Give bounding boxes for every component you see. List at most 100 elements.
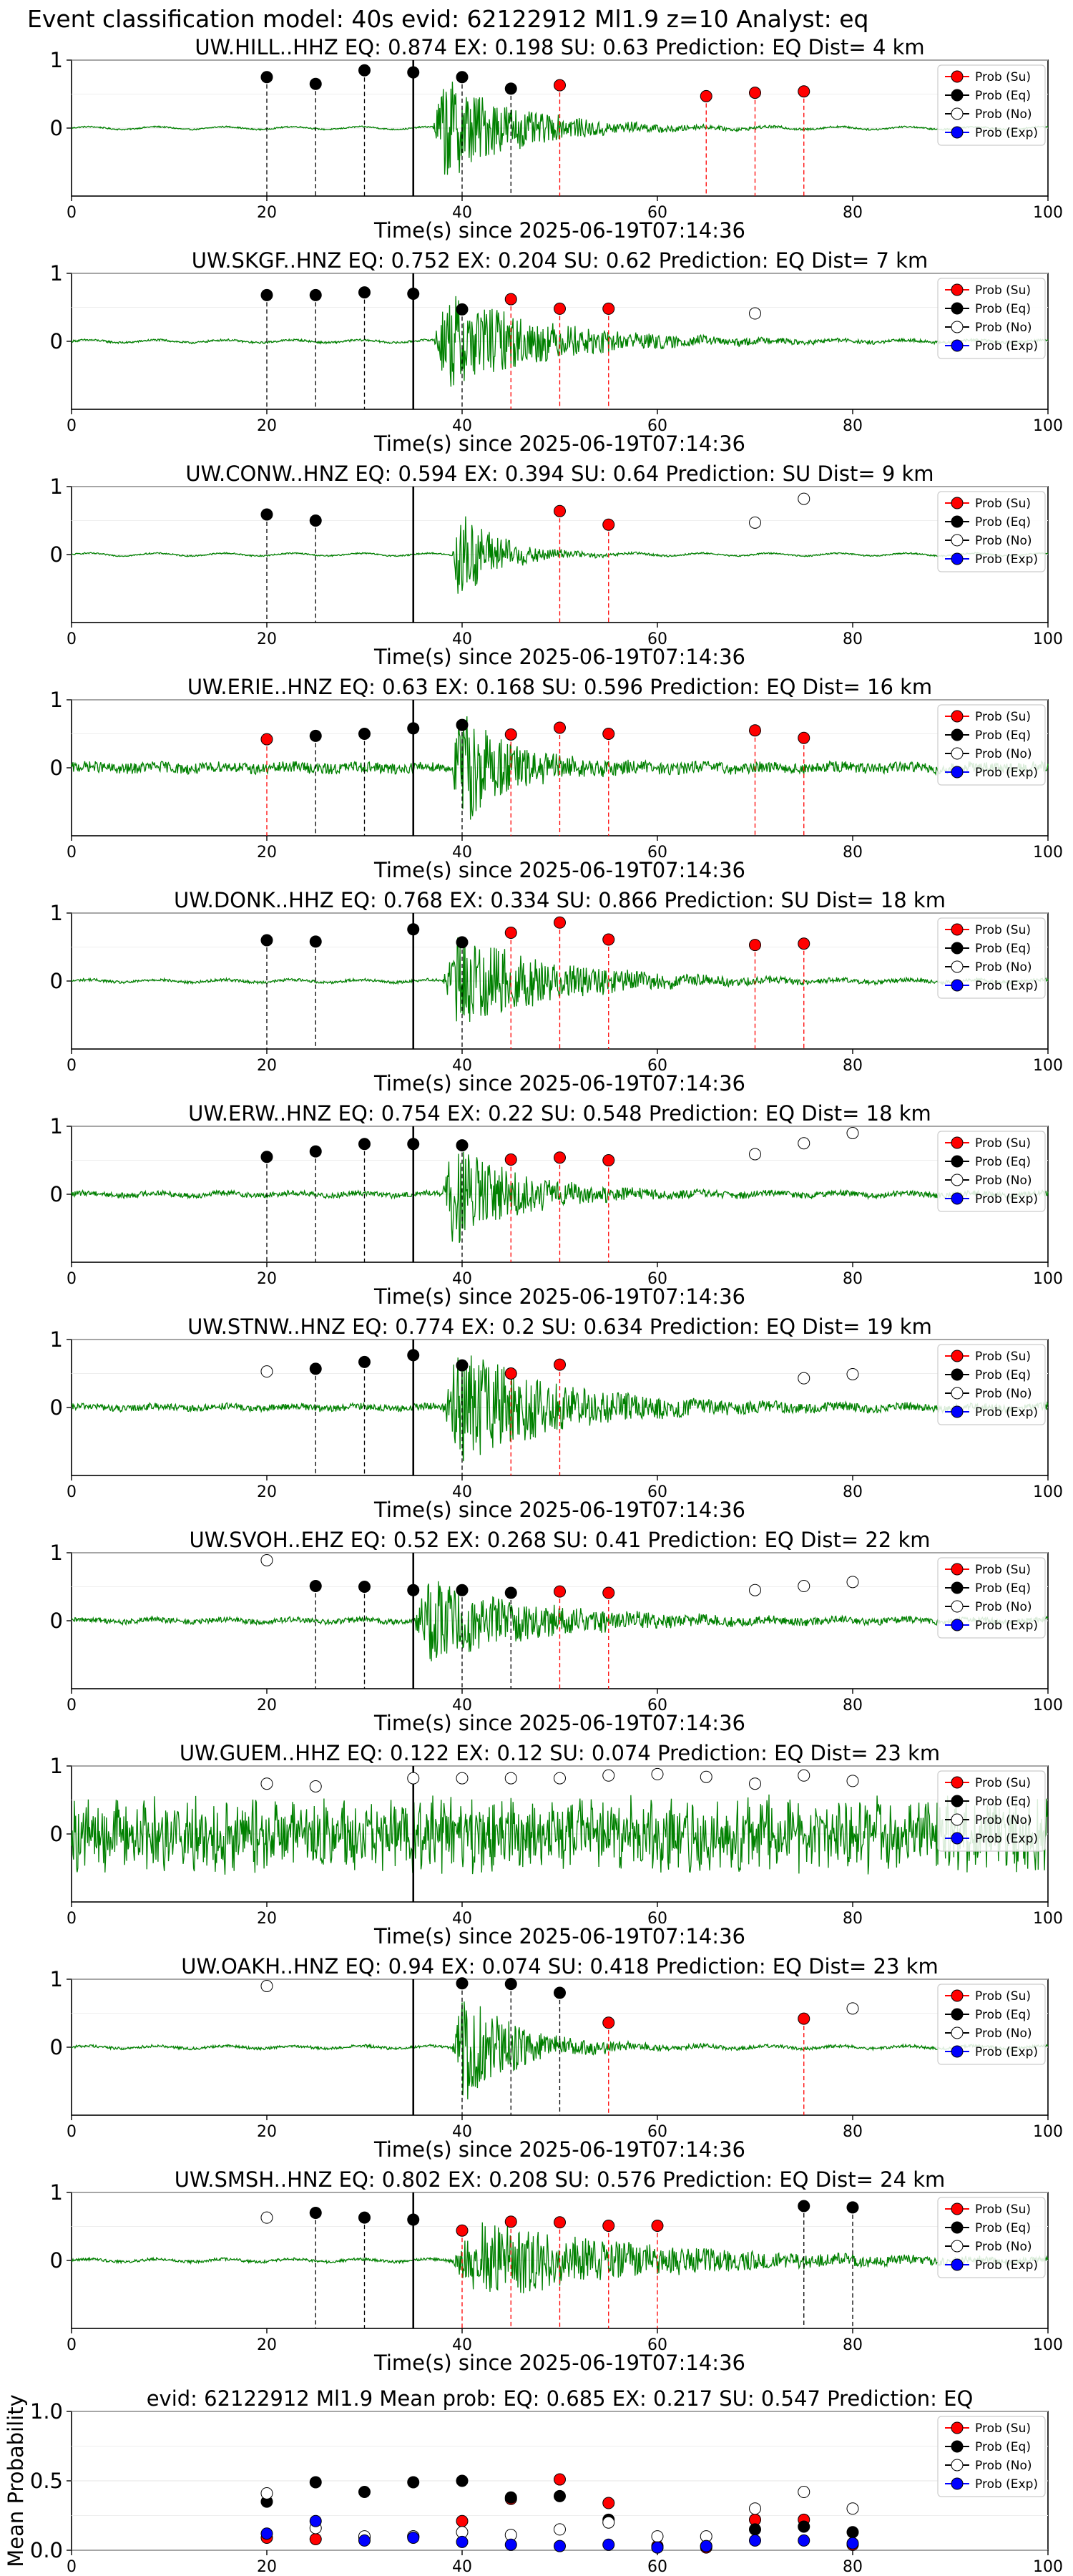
legend-box bbox=[937, 704, 1046, 786]
mean-point-no bbox=[749, 2502, 761, 2515]
x-tick-label: 0 bbox=[67, 204, 77, 222]
prob-point-no bbox=[749, 307, 761, 320]
x-tick-label: 40 bbox=[452, 630, 472, 648]
legend-label-no: Prob (No) bbox=[975, 321, 1032, 335]
legend-marker-su bbox=[951, 1563, 964, 1576]
x-tick-label: 0 bbox=[67, 1483, 77, 1501]
x-tick-label: 20 bbox=[257, 630, 277, 648]
y-tick-label: 1 bbox=[50, 261, 63, 286]
y-tick-label: 0 bbox=[50, 542, 63, 567]
x-tick-label: 80 bbox=[843, 1910, 863, 1928]
legend-marker-su bbox=[951, 2421, 964, 2434]
prob-point-su bbox=[749, 939, 761, 952]
panel-title: UW.SKGF..HNZ EQ: 0.752 EX: 0.204 SU: 0.6… bbox=[192, 248, 928, 273]
waveform-trace bbox=[71, 1151, 1049, 1243]
prob-point-no bbox=[798, 1769, 810, 1782]
y-tick-label: 1 bbox=[50, 1541, 63, 1565]
prob-point-su bbox=[602, 2016, 615, 2029]
legend-box bbox=[937, 1344, 1046, 1425]
legend-label-su: Prob (Su) bbox=[975, 1989, 1031, 2004]
x-tick-label: 20 bbox=[257, 204, 277, 222]
legend-box bbox=[937, 64, 1046, 146]
prob-point-eq bbox=[407, 1138, 420, 1151]
y-tick-label: 0.5 bbox=[30, 2469, 63, 2493]
y-tick-label: 1.0 bbox=[30, 2399, 63, 2424]
mean-point-no bbox=[846, 2502, 859, 2515]
legend-label-exp: Prob (Exp) bbox=[975, 552, 1038, 567]
legend-marker-exp bbox=[951, 766, 964, 779]
prob-point-eq bbox=[456, 718, 469, 731]
prob-point-su bbox=[504, 1153, 517, 1166]
prob-point-no bbox=[749, 1584, 761, 1596]
legend-marker-eq bbox=[951, 302, 964, 315]
x-tick-label: 20 bbox=[257, 2336, 277, 2354]
x-tick-label: 60 bbox=[647, 1483, 667, 1501]
mean-point-eq bbox=[554, 2489, 566, 2502]
prob-point-eq bbox=[260, 508, 273, 521]
x-tick-label: 20 bbox=[257, 1270, 277, 1288]
prob-point-eq bbox=[407, 722, 420, 735]
x-tick-label: 0 bbox=[67, 630, 77, 648]
legend-box bbox=[937, 2416, 1046, 2497]
y-tick-label: 0 bbox=[50, 756, 63, 780]
x-tick-label: 60 bbox=[647, 1270, 667, 1288]
prob-point-eq bbox=[309, 514, 322, 527]
legend-label-su: Prob (Su) bbox=[975, 497, 1031, 511]
y-tick-label: 1 bbox=[50, 48, 63, 72]
panel-2: UW.CONW..HNZ EQ: 0.594 EX: 0.394 SU: 0.6… bbox=[50, 462, 1063, 669]
legend-marker-eq bbox=[951, 2008, 964, 2021]
legend-label-no: Prob (No) bbox=[975, 107, 1032, 122]
panel-5: UW.ERW..HNZ EQ: 0.754 EX: 0.22 SU: 0.548… bbox=[50, 1101, 1063, 1309]
prob-point-su bbox=[602, 1586, 615, 1599]
prob-point-eq bbox=[358, 286, 371, 299]
legend-marker-exp bbox=[951, 1619, 964, 1631]
y-tick-label: 1 bbox=[50, 1754, 63, 1778]
prob-point-eq bbox=[554, 1986, 566, 1999]
mean-point-eq bbox=[407, 2476, 420, 2489]
panel-title: UW.ERIE..HNZ EQ: 0.63 EX: 0.168 SU: 0.59… bbox=[187, 675, 932, 699]
panel-8: UW.GUEM..HHZ EQ: 0.122 EX: 0.12 SU: 0.07… bbox=[50, 1741, 1063, 1948]
prob-point-no bbox=[846, 1775, 859, 1787]
prob-point-su bbox=[554, 79, 566, 92]
prob-point-no bbox=[846, 2002, 859, 2015]
prob-point-eq bbox=[456, 1139, 469, 1152]
prob-point-su bbox=[504, 927, 517, 940]
prob-point-no bbox=[846, 1127, 859, 1139]
mean-point-exp bbox=[309, 2514, 322, 2527]
legend-label-exp: Prob (Exp) bbox=[975, 1832, 1038, 1846]
legend-marker-no bbox=[951, 1174, 964, 1186]
panel-title: evid: 62122912 Ml1.9 Mean prob: EQ: 0.68… bbox=[147, 2386, 974, 2411]
prob-point-eq bbox=[456, 936, 469, 949]
mean-point-eq bbox=[846, 2526, 859, 2539]
x-tick-label: 100 bbox=[1033, 204, 1063, 222]
prob-point-eq bbox=[260, 71, 273, 84]
x-tick-label: 0 bbox=[67, 1910, 77, 1928]
x-tick-label: 60 bbox=[647, 1910, 667, 1928]
waveform-trace bbox=[71, 1581, 1049, 1662]
legend-label-eq: Prob (Eq) bbox=[975, 89, 1031, 103]
x-tick-label: 60 bbox=[647, 630, 667, 648]
x-tick-label: 0 bbox=[67, 2558, 77, 2576]
legend-marker-exp bbox=[951, 2477, 964, 2490]
legend-marker-eq bbox=[951, 2221, 964, 2234]
legend-label-eq: Prob (Eq) bbox=[975, 1581, 1031, 1596]
x-axis-label: Time(s) since 2025-06-19T07:14:36 bbox=[373, 1711, 745, 1735]
legend-marker-eq bbox=[951, 1155, 964, 1168]
mean-point-no bbox=[798, 2486, 810, 2499]
legend-box bbox=[937, 917, 1046, 999]
x-tick-label: 20 bbox=[257, 1057, 277, 1075]
prob-point-no bbox=[504, 1772, 517, 1785]
prob-point-eq bbox=[309, 935, 322, 948]
legend-label-no: Prob (No) bbox=[975, 960, 1032, 975]
legend-marker-eq bbox=[951, 1581, 964, 1594]
legend-label-exp: Prob (Exp) bbox=[975, 2045, 1038, 2059]
legend-marker-exp bbox=[951, 1192, 964, 1205]
prob-point-eq bbox=[309, 288, 322, 301]
mean-point-eq bbox=[749, 2523, 761, 2536]
legend-label-exp: Prob (Exp) bbox=[975, 766, 1038, 780]
x-tick-label: 80 bbox=[843, 844, 863, 862]
panel-6: UW.STNW..HNZ EQ: 0.774 EX: 0.2 SU: 0.634… bbox=[50, 1314, 1063, 1522]
x-tick-label: 20 bbox=[257, 417, 277, 435]
legend-marker-exp bbox=[951, 2258, 964, 2271]
legend-marker-eq bbox=[951, 942, 964, 955]
